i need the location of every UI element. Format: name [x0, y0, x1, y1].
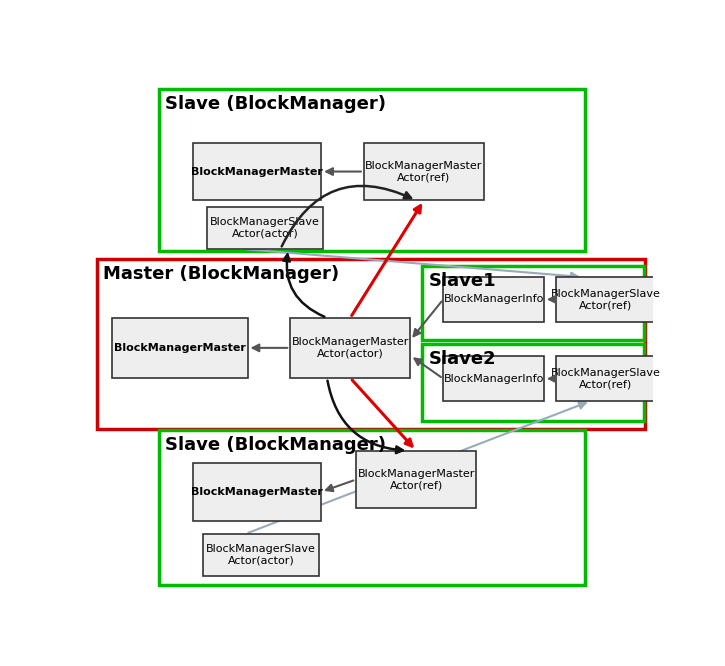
- FancyBboxPatch shape: [423, 344, 644, 421]
- FancyBboxPatch shape: [159, 89, 585, 251]
- FancyBboxPatch shape: [97, 259, 645, 429]
- Text: BlockManagerInfo: BlockManagerInfo: [444, 294, 544, 304]
- Text: BlockManagerSlave
Actor(ref): BlockManagerSlave Actor(ref): [551, 368, 661, 390]
- Text: Master (BlockManager): Master (BlockManager): [103, 266, 339, 284]
- Text: BlockManagerMaster
Actor(ref): BlockManagerMaster Actor(ref): [365, 161, 483, 182]
- Text: BlockManagerMaster: BlockManagerMaster: [114, 343, 246, 353]
- Text: BlockManagerMaster
Actor(actor): BlockManagerMaster Actor(actor): [291, 337, 409, 359]
- Text: Slave (BlockManager): Slave (BlockManager): [165, 95, 386, 113]
- FancyBboxPatch shape: [443, 356, 544, 401]
- FancyBboxPatch shape: [443, 277, 544, 322]
- Text: BlockManagerSlave
Actor(actor): BlockManagerSlave Actor(actor): [210, 217, 320, 238]
- FancyBboxPatch shape: [290, 318, 410, 378]
- Text: BlockManagerInfo: BlockManagerInfo: [444, 374, 544, 384]
- Text: BlockManagerMaster: BlockManagerMaster: [191, 166, 323, 176]
- FancyBboxPatch shape: [194, 143, 321, 200]
- FancyBboxPatch shape: [423, 266, 644, 340]
- Text: BlockManagerSlave
Actor(actor): BlockManagerSlave Actor(actor): [206, 544, 316, 566]
- FancyBboxPatch shape: [207, 206, 323, 249]
- FancyBboxPatch shape: [194, 463, 321, 521]
- FancyBboxPatch shape: [364, 143, 484, 200]
- FancyBboxPatch shape: [159, 430, 585, 585]
- Text: Slave2: Slave2: [428, 350, 496, 368]
- Text: BlockManagerSlave
Actor(ref): BlockManagerSlave Actor(ref): [551, 288, 661, 310]
- Text: BlockManagerMaster: BlockManagerMaster: [191, 487, 323, 497]
- FancyBboxPatch shape: [555, 277, 656, 322]
- Text: Slave (BlockManager): Slave (BlockManager): [165, 436, 386, 454]
- Text: BlockManagerMaster
Actor(ref): BlockManagerMaster Actor(ref): [357, 469, 475, 490]
- Text: Slave1: Slave1: [428, 272, 496, 290]
- FancyBboxPatch shape: [203, 534, 319, 576]
- FancyBboxPatch shape: [555, 356, 656, 401]
- FancyBboxPatch shape: [356, 451, 476, 508]
- FancyBboxPatch shape: [112, 318, 247, 378]
